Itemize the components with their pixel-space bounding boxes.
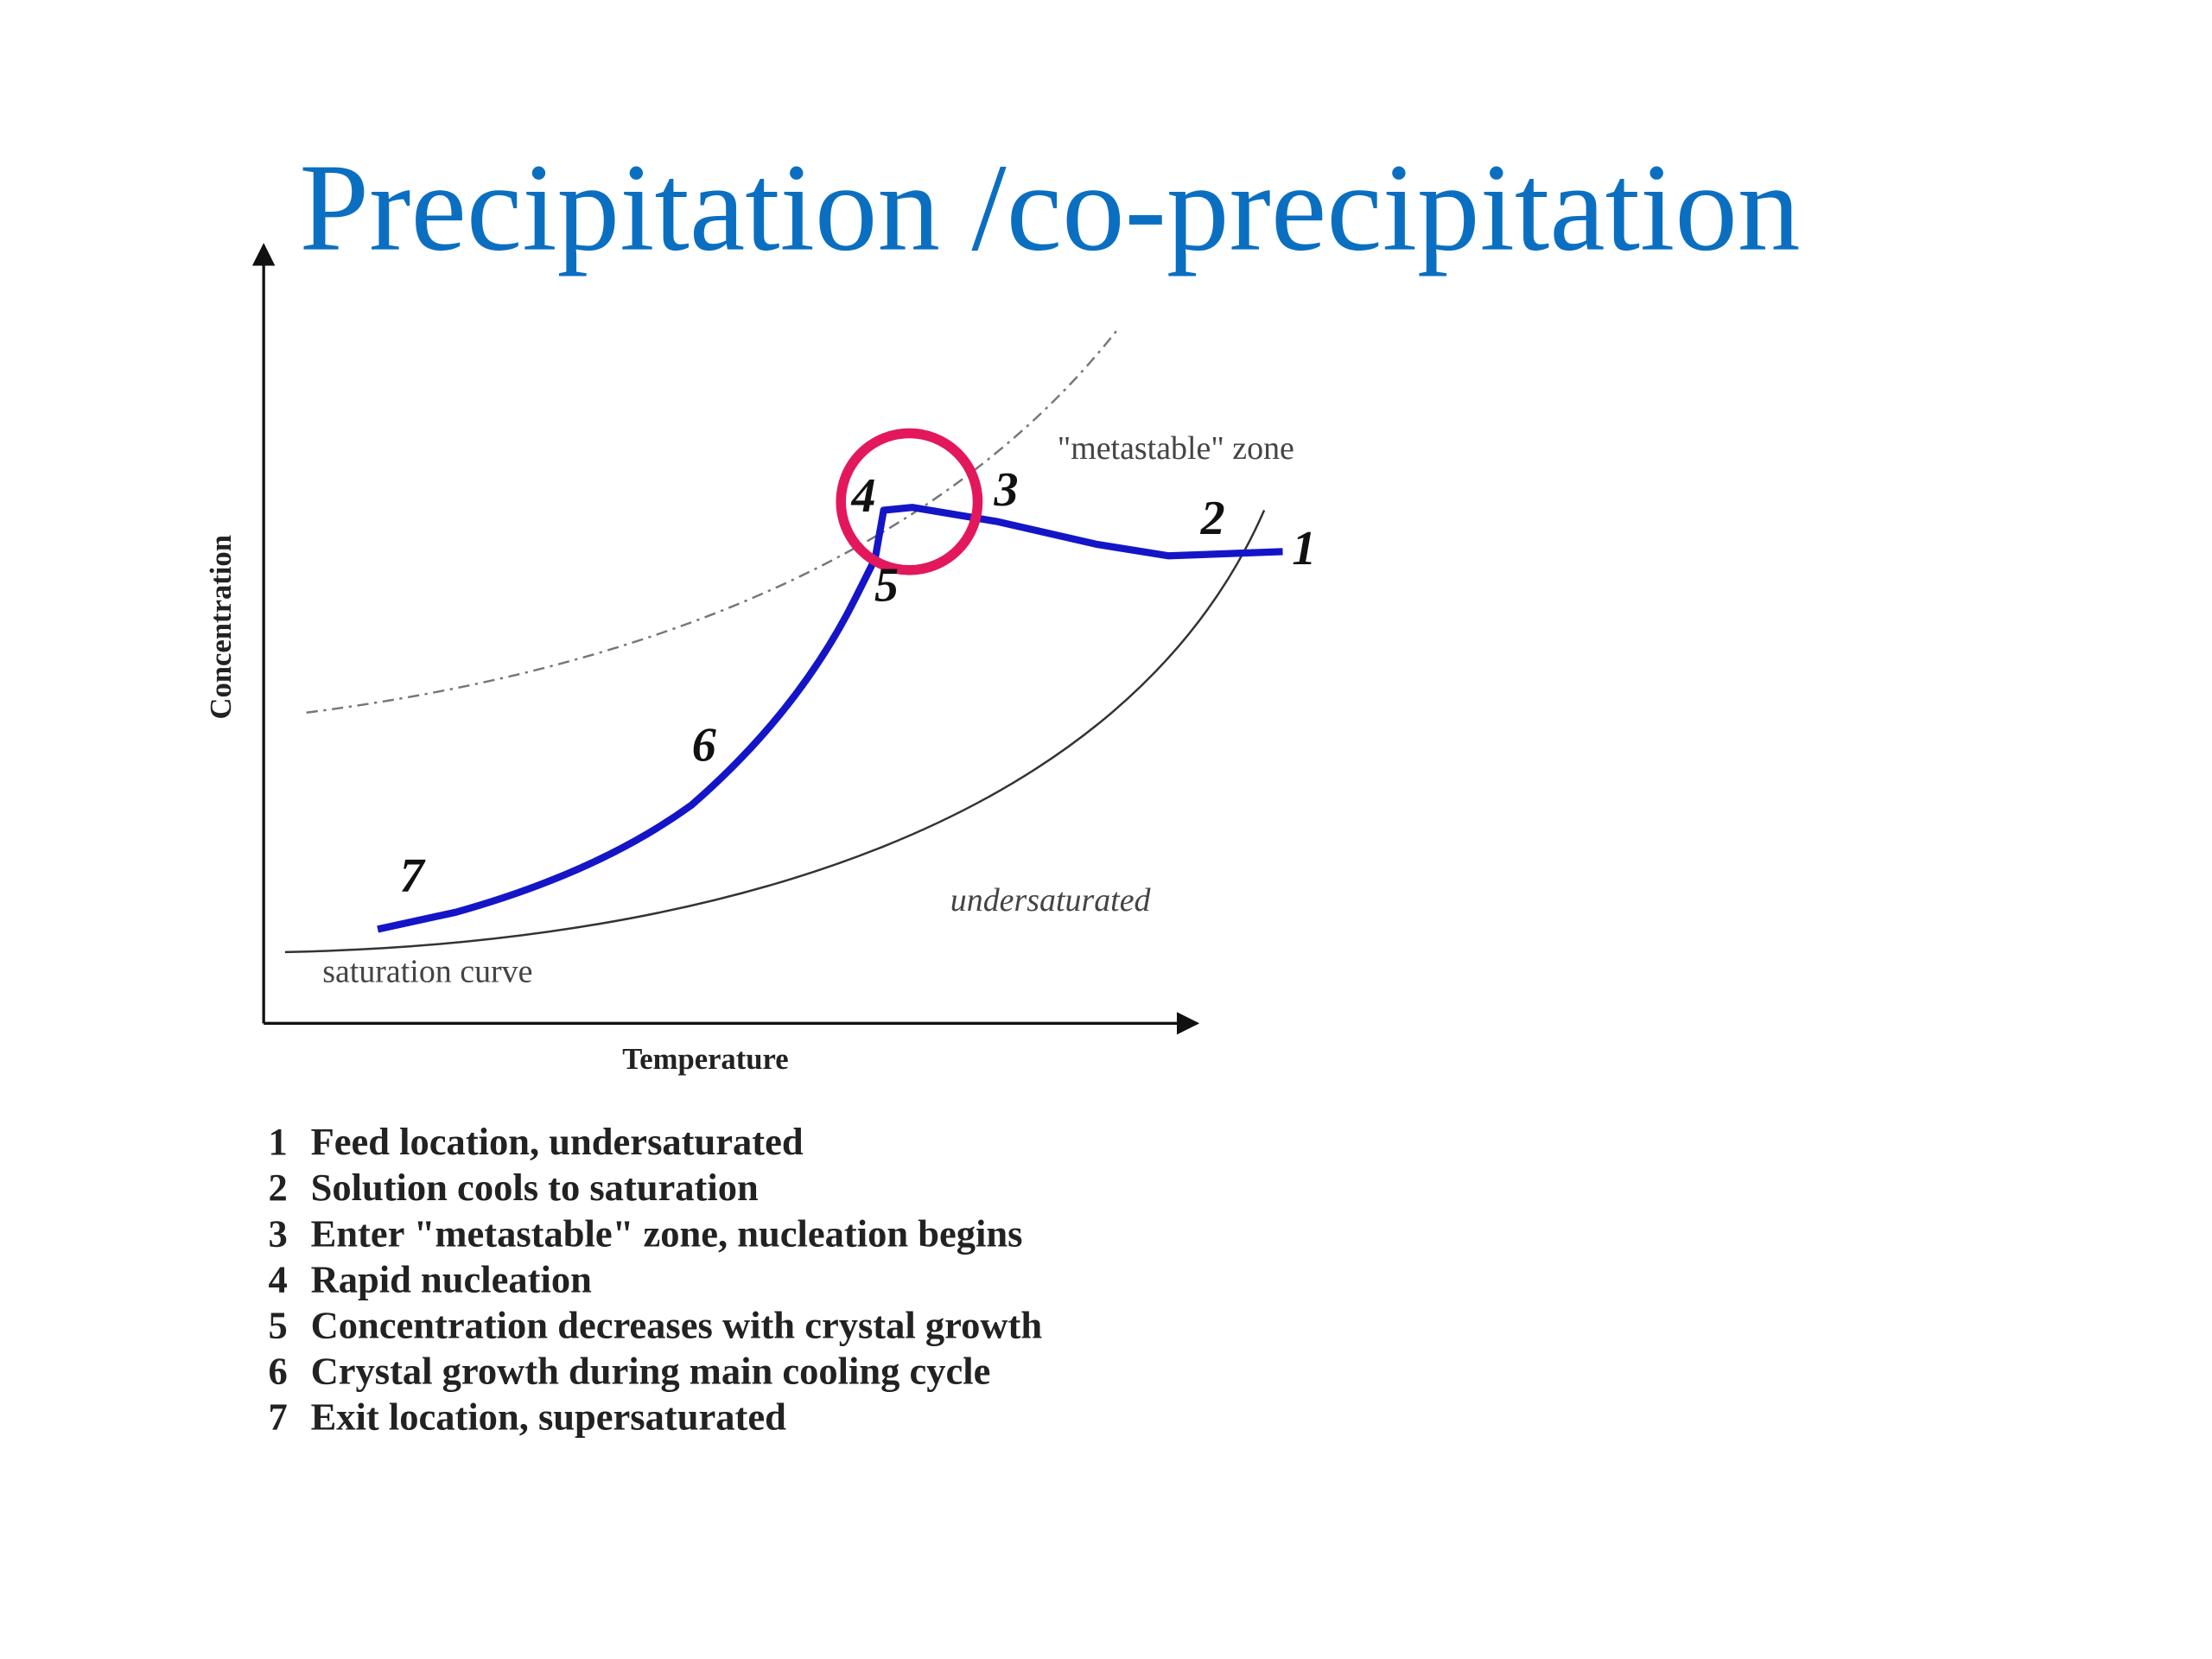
legend-number: 3 (269, 1211, 288, 1255)
metastable-label: "metastable" zone (1058, 430, 1294, 467)
point-label: 4 (851, 469, 876, 523)
legend-number: 5 (269, 1304, 288, 1347)
y-axis-label: Concentration (205, 535, 238, 720)
highlight-circle (836, 428, 983, 575)
legend-text: Concentration decreases with crystal gro… (311, 1304, 1043, 1347)
saturation-curve (284, 510, 1266, 954)
legend-number: 7 (269, 1395, 288, 1439)
point-label: 7 (400, 849, 426, 903)
legend-number: 1 (269, 1120, 288, 1163)
legend-number: 4 (269, 1257, 288, 1300)
legend-number: 6 (269, 1350, 288, 1393)
legend-text: Exit location, supersaturated (311, 1395, 786, 1439)
point-label: 6 (692, 719, 717, 772)
legend-text: Rapid nucleation (311, 1257, 593, 1300)
process-path (377, 504, 1283, 933)
saturation-label: saturation curve (322, 953, 532, 989)
legend-number: 2 (269, 1166, 288, 1209)
point-label: 1 (1292, 522, 1316, 575)
undersaturated-label: undersaturated (950, 882, 1152, 918)
x-axis-label: Temperature (622, 1043, 788, 1076)
legend-text: Enter "metastable" zone, nucleation begi… (311, 1211, 1023, 1255)
point-label: 5 (874, 559, 899, 613)
metastable-curve (306, 327, 1120, 714)
point-label: 3 (994, 463, 1019, 517)
slide-title: Precipitation /co-precipitation (299, 139, 1800, 277)
legend-text: Solution cools to saturation (311, 1166, 759, 1209)
legend-text: Feed location, undersaturated (311, 1120, 804, 1163)
point-label: 2 (1200, 492, 1225, 545)
legend-text: Crystal growth during main cooling cycle (311, 1350, 991, 1393)
